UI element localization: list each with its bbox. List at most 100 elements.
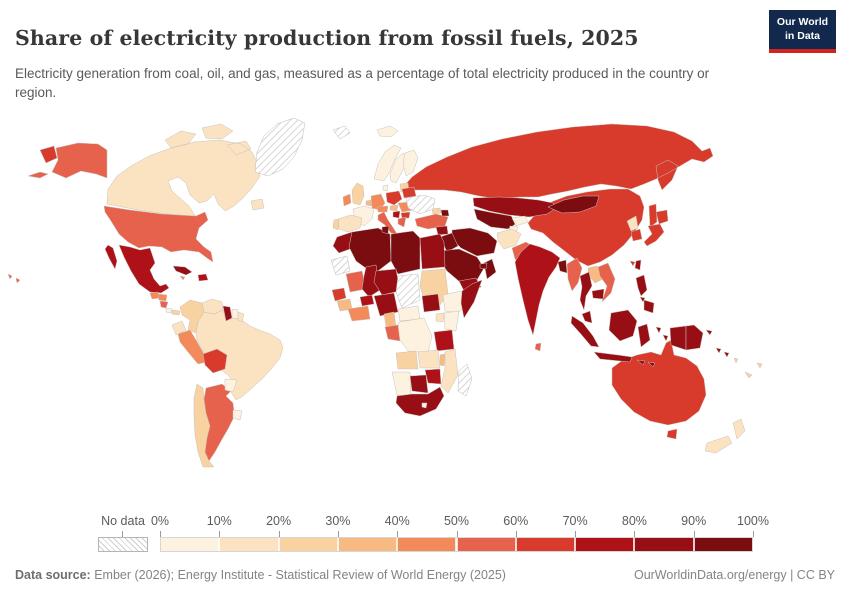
country-benelux[interactable]	[365, 199, 373, 207]
country-ireland[interactable]	[342, 193, 352, 207]
country-senegal[interactable]	[331, 287, 347, 302]
country-papua-new-guinea[interactable]	[685, 324, 713, 351]
country-united-states[interactable]	[7, 142, 214, 284]
country-afghanistan[interactable]	[496, 228, 522, 250]
country-egypt[interactable]	[419, 233, 446, 270]
country-serbia[interactable]	[392, 210, 401, 219]
country-botswana[interactable]	[409, 374, 429, 394]
country-iceland[interactable]	[376, 125, 399, 138]
country-central-african-republic[interactable]	[397, 305, 421, 322]
country-canada[interactable]	[106, 123, 265, 218]
country-australia[interactable]	[611, 339, 707, 440]
country-poland[interactable]	[385, 190, 403, 206]
country-drc[interactable]	[396, 317, 433, 354]
owid-logo[interactable]: Our World in Data	[769, 10, 836, 53]
country-svalbard[interactable]	[332, 125, 351, 140]
country-mozambique[interactable]	[440, 348, 459, 394]
country-somalia[interactable]	[460, 279, 483, 319]
owid-link[interactable]: OurWorldinData.org/energy	[633, 568, 787, 582]
country-kyrgyzstan[interactable]	[511, 215, 529, 227]
country-tanzania[interactable]	[433, 329, 455, 352]
country-panama[interactable]	[171, 309, 181, 316]
country-kazakhstan[interactable]	[472, 196, 557, 218]
country-new-zealand[interactable]	[704, 418, 746, 454]
country-india[interactable]	[514, 243, 561, 336]
country-greece[interactable]	[397, 216, 407, 228]
country-syria[interactable]	[435, 225, 449, 236]
country-madagascar[interactable]	[457, 363, 473, 397]
country-bulgaria[interactable]	[400, 211, 411, 219]
country-chad[interactable]	[395, 273, 421, 309]
country-uruguay[interactable]	[232, 409, 243, 421]
country-sri-lanka[interactable]	[534, 342, 542, 352]
country-greenland[interactable]	[254, 117, 306, 177]
country-bangladesh[interactable]	[557, 259, 568, 274]
country-libya[interactable]	[390, 230, 421, 275]
country-czechia-austria[interactable]	[376, 205, 389, 213]
country-honduras[interactable]	[157, 293, 168, 302]
country-french-guiana[interactable]	[237, 311, 245, 323]
license-link[interactable]: CC BY	[796, 568, 835, 582]
country-uzbekistan-turkmenistan[interactable]	[473, 208, 518, 230]
country-new-caledonia[interactable]	[744, 371, 753, 379]
country-tunisia[interactable]	[381, 225, 390, 235]
country-south-africa[interactable]	[395, 386, 445, 417]
country-spain[interactable]	[337, 214, 363, 233]
country-vietnam[interactable]	[597, 262, 616, 303]
country-cuba[interactable]	[172, 265, 193, 276]
country-united-kingdom[interactable]	[351, 182, 365, 206]
country-bolivia[interactable]	[202, 348, 228, 374]
country-russia[interactable]	[39, 123, 714, 228]
country-jamaica[interactable]	[179, 275, 186, 281]
country-solomon-islands[interactable]	[715, 347, 730, 358]
country-uganda[interactable]	[435, 312, 445, 323]
country-ecuador[interactable]	[171, 320, 187, 336]
country-mexico[interactable]	[104, 244, 170, 294]
country-zimbabwe[interactable]	[424, 368, 442, 385]
country-ukraine[interactable]	[405, 194, 436, 215]
country-zambia[interactable]	[417, 349, 441, 369]
country-malaysia[interactable]	[581, 310, 593, 324]
country-myanmar[interactable]	[566, 257, 583, 292]
country-azerbaijan[interactable]	[440, 209, 450, 217]
country-uae[interactable]	[479, 262, 488, 270]
country-georgia[interactable]	[431, 207, 442, 215]
country-venezuela[interactable]	[201, 298, 224, 315]
country-gabon-congo[interactable]	[384, 324, 401, 342]
country-nigeria[interactable]	[373, 292, 399, 317]
legend-no-data-swatch[interactable]	[98, 537, 148, 552]
country-angola[interactable]	[395, 350, 419, 370]
country-colombia[interactable]	[179, 299, 205, 334]
country-kenya[interactable]	[443, 310, 460, 332]
country-malawi[interactable]	[439, 353, 446, 367]
country-cambodia[interactable]	[591, 288, 605, 300]
country-costa-rica[interactable]	[165, 307, 173, 314]
country-finland[interactable]	[402, 149, 419, 177]
country-south-sudan[interactable]	[421, 293, 441, 313]
country-nicaragua[interactable]	[159, 300, 169, 309]
country-lesotho[interactable]	[421, 402, 428, 409]
country-belarus[interactable]	[401, 186, 417, 199]
country-vanuatu[interactable]	[733, 357, 739, 364]
country-paraguay[interactable]	[224, 378, 238, 393]
country-niger[interactable]	[373, 268, 401, 296]
country-north-korea[interactable]	[626, 215, 639, 232]
country-philippines[interactable]	[635, 274, 655, 314]
country-japan[interactable]	[643, 209, 669, 247]
country-hungary[interactable]	[389, 204, 399, 212]
country-mongolia[interactable]	[547, 195, 600, 214]
country-portugal[interactable]	[332, 218, 340, 231]
country-cameroon[interactable]	[383, 311, 397, 328]
country-cote-divoire-ghana[interactable]	[347, 305, 371, 322]
country-suriname[interactable]	[231, 308, 239, 320]
country-hispaniola[interactable]	[197, 273, 209, 282]
country-south-korea[interactable]	[630, 228, 643, 242]
country-denmark[interactable]	[382, 184, 389, 192]
country-algeria[interactable]	[348, 227, 392, 275]
country-burkina-faso[interactable]	[359, 294, 375, 307]
country-western-sahara[interactable]	[330, 255, 351, 276]
country-fiji[interactable]	[756, 362, 763, 369]
country-norway[interactable]	[373, 144, 402, 182]
country-iraq[interactable]	[439, 232, 459, 253]
